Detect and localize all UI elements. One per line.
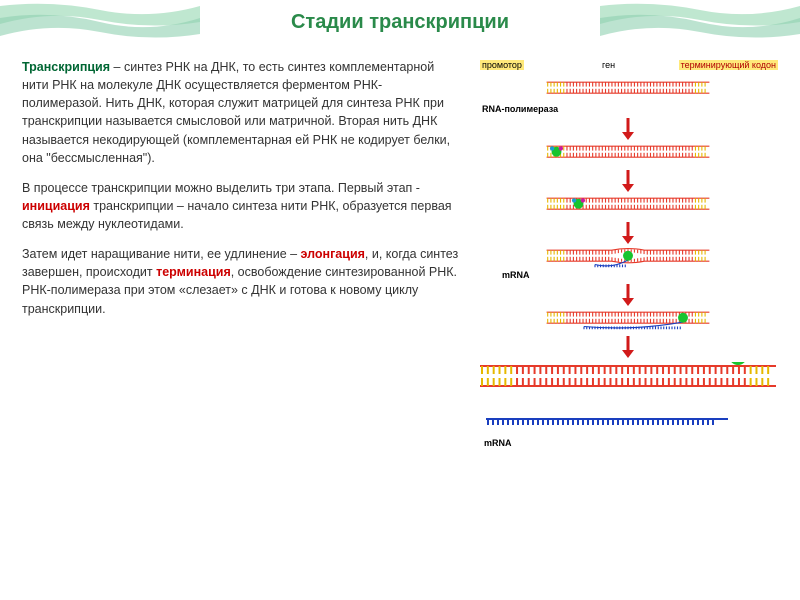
gene-label-row: промотор ген терминирующий кодон	[472, 58, 786, 80]
label-gene: ген	[602, 60, 615, 70]
p2a: В процессе транскрипции можно выделить т…	[22, 181, 420, 195]
kw-elongation: элонгация	[301, 247, 365, 261]
page-header: Стадии транскрипции	[0, 0, 800, 44]
p3a: Затем идет наращивание нити, ее удлинени…	[22, 247, 301, 261]
header-wave-right	[600, 0, 800, 44]
diagram-column: промотор ген терминирующий кодон RNA-пол…	[472, 58, 786, 584]
dna-step-elongation	[478, 248, 778, 270]
step-arrow-icon	[478, 280, 778, 310]
dna-step-labeled-dna	[478, 80, 778, 102]
step-arrow-icon	[478, 218, 778, 248]
step-arrow-icon	[478, 114, 778, 144]
label-terminator: терминирующий кодон	[679, 60, 778, 70]
dna-step-late-elongation	[478, 310, 778, 332]
header-wave-left	[0, 0, 200, 44]
paragraph-3: Затем идет наращивание нити, ее удлинени…	[22, 245, 462, 318]
label-mrna: mRNA	[502, 270, 786, 280]
label-rna-polymerase: RNA-полимераза	[482, 104, 786, 114]
diagram-steps-container: RNA-полимераза mRNA mRNA	[472, 80, 786, 448]
kw-termination: терминация	[156, 265, 231, 279]
dna-step-initiation	[478, 196, 778, 218]
step-arrow-icon	[478, 166, 778, 196]
text-column: Транскрипция – синтез РНК на ДНК, то ест…	[22, 58, 462, 584]
page-title: Стадии транскрипции	[291, 11, 509, 34]
term-transcription: Транскрипция	[22, 60, 110, 74]
p1-body: – синтез РНК на ДНК, то есть синтез комп…	[22, 60, 450, 165]
step-arrow-icon	[478, 332, 778, 362]
label-mrna: mRNA	[484, 438, 786, 448]
label-promoter: промотор	[480, 60, 524, 70]
dna-step-binding	[478, 144, 778, 166]
content-body: Транскрипция – синтез РНК на ДНК, то ест…	[0, 44, 800, 584]
paragraph-1: Транскрипция – синтез РНК на ДНК, то ест…	[22, 58, 462, 167]
kw-initiation: инициация	[22, 199, 90, 213]
dna-step-termination	[478, 362, 778, 438]
paragraph-2: В процессе транскрипции можно выделить т…	[22, 179, 462, 233]
